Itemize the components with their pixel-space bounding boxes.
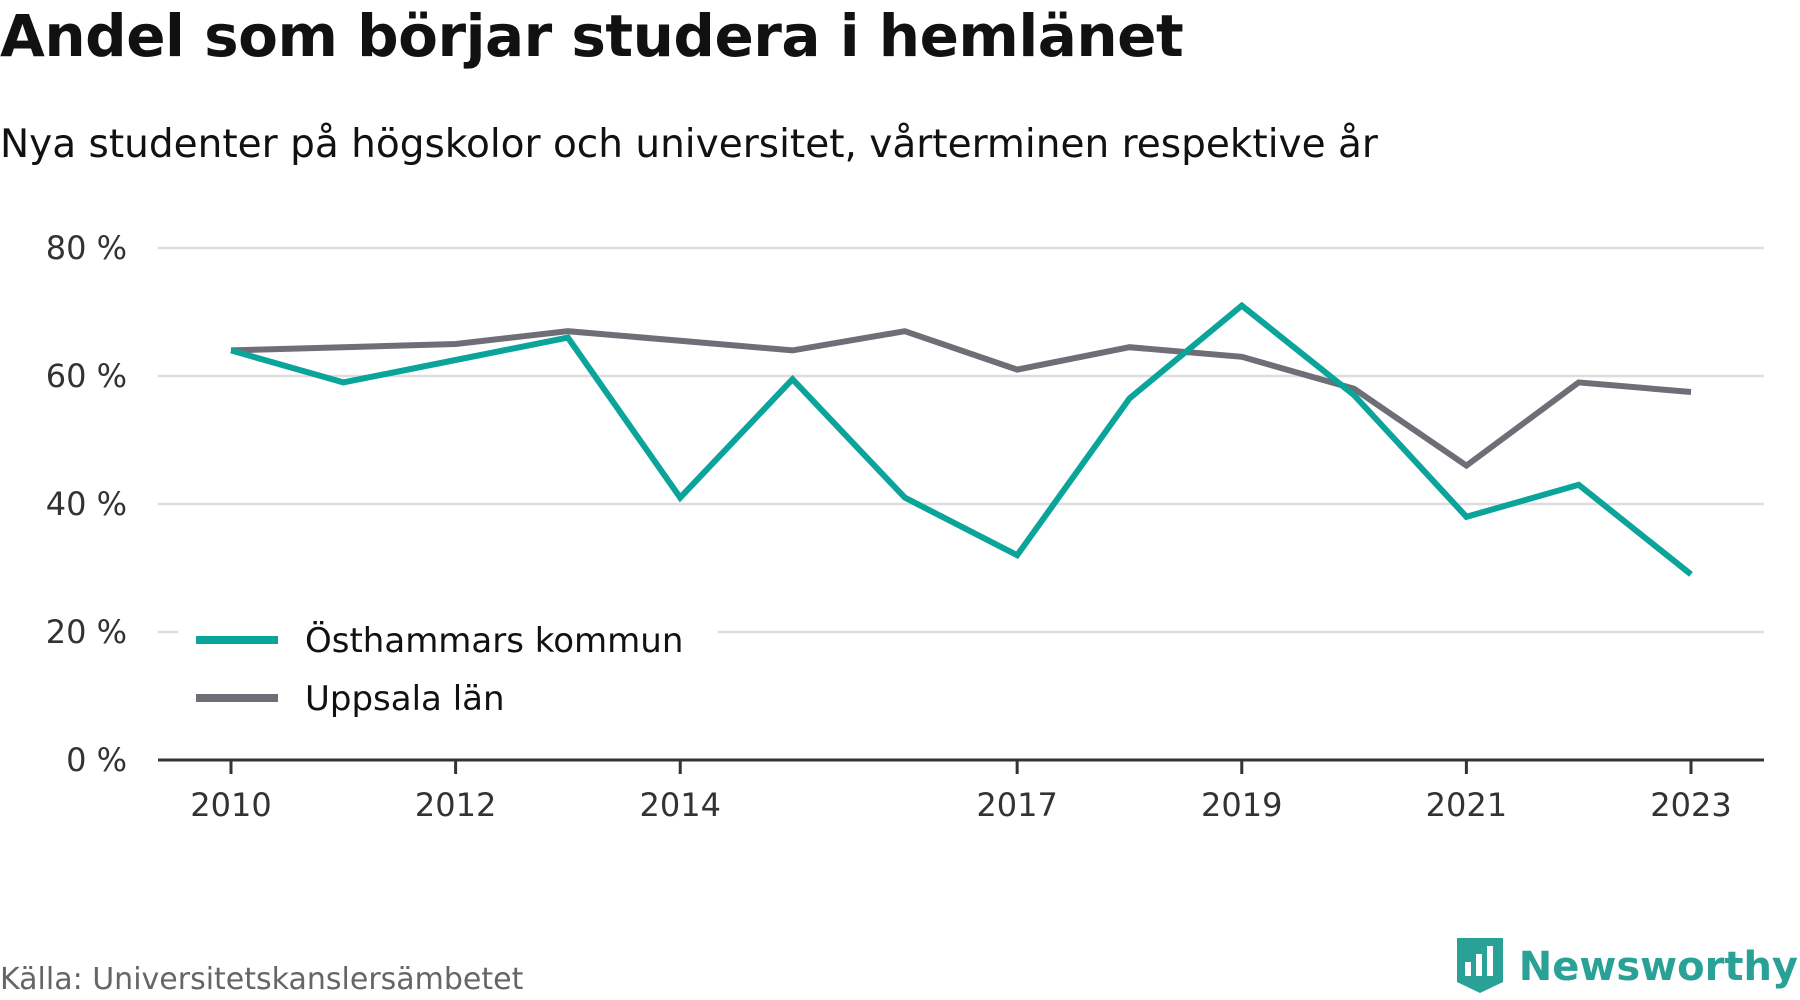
brand-name: Newsworthy — [1518, 944, 1798, 990]
y-tick-label: 40 % — [46, 485, 127, 523]
legend-background — [178, 606, 718, 724]
y-tick-label: 60 % — [46, 357, 127, 395]
chart-title: Andel som börjar studera i hemlänet — [0, 2, 1184, 70]
y-axis-labels: 0 % 20 % 40 % 60 % 80 % — [46, 229, 127, 779]
gridlines — [158, 246, 1764, 634]
x-tick-label: 2012 — [415, 786, 496, 824]
y-tick-label: 0 % — [66, 741, 127, 779]
x-axis-labels: 2010 2012 2014 2017 2019 2021 2023 — [190, 786, 1731, 824]
series-lines — [230, 301, 1693, 577]
x-tick-label: 2023 — [1650, 786, 1731, 824]
series-line-1 — [230, 301, 1693, 577]
x-tick-label: 2014 — [640, 786, 721, 824]
source-note: Källa: Universitetskanslersämbetet — [0, 962, 524, 997]
x-tick-label: 2019 — [1201, 786, 1282, 824]
series-line-2 — [230, 328, 1692, 470]
legend-label: Uppsala län — [305, 679, 505, 719]
y-tick-label: 20 % — [46, 613, 127, 651]
x-tick-label: 2010 — [190, 786, 271, 824]
legend: Östhammars kommun Uppsala län — [196, 620, 683, 719]
legend-box — [178, 606, 718, 724]
x-tick-label: 2021 — [1426, 786, 1507, 824]
brand-logo: Newsworthy — [1455, 936, 1798, 998]
y-tick-label: 80 % — [46, 229, 127, 267]
legend-label: Östhammars kommun — [305, 620, 683, 661]
chart-subtitle: Nya studenter på högskolor och universit… — [0, 122, 1378, 167]
x-axis — [158, 758, 1764, 774]
bar-chart-badge-icon — [1455, 936, 1505, 998]
x-tick-label: 2017 — [976, 786, 1057, 824]
